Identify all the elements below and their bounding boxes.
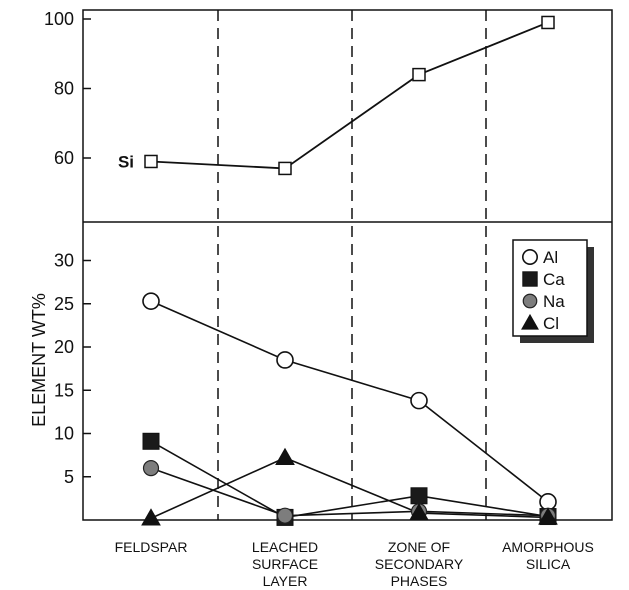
point-Na-2 bbox=[276, 507, 294, 524]
chart-frame bbox=[82, 9, 613, 521]
y-axis-label: ELEMENT WT% bbox=[29, 293, 49, 427]
y-tick-label-upper-80: 80 bbox=[54, 79, 74, 99]
series-line-Ca bbox=[150, 440, 549, 519]
y-tick-label-lower-15: 15 bbox=[54, 380, 74, 400]
legend-marker-Al bbox=[521, 249, 538, 266]
point-Cl-1 bbox=[141, 508, 161, 526]
y-axis: 60 80 100 5 10 15 20 25 30 bbox=[44, 9, 91, 487]
y-tick-label-upper-100: 100 bbox=[44, 9, 74, 29]
legend-marker-Na bbox=[522, 293, 538, 309]
y-tick-label-lower-25: 25 bbox=[54, 294, 74, 314]
point-Si-3 bbox=[412, 67, 426, 82]
point-Na-1 bbox=[142, 460, 160, 477]
point-Al-1 bbox=[142, 292, 160, 310]
series-line-Si bbox=[150, 21, 549, 170]
y-tick-label-upper-60: 60 bbox=[54, 148, 74, 168]
category-label-3: ZONE OF SECONDARY PHASES bbox=[375, 539, 464, 589]
point-Cl-2 bbox=[275, 447, 295, 465]
legend-label-Al: Al bbox=[543, 248, 558, 267]
series-line-Al bbox=[150, 300, 549, 503]
legend-label-Ca: Ca bbox=[543, 270, 565, 289]
legend-label-Na: Na bbox=[543, 292, 565, 311]
point-Si-4 bbox=[541, 15, 555, 30]
plot-border bbox=[82, 9, 613, 521]
point-Cl-4 bbox=[538, 507, 558, 525]
y-tick-label-lower-20: 20 bbox=[54, 337, 74, 357]
y-tick-label-lower-10: 10 bbox=[54, 424, 74, 444]
point-Ca-1 bbox=[142, 432, 160, 450]
point-Al-3 bbox=[410, 391, 428, 410]
y-tick-label-lower-5: 5 bbox=[64, 467, 74, 487]
series-lines bbox=[150, 21, 549, 519]
point-Cl-3 bbox=[409, 503, 429, 521]
y-tick-label-lower-30: 30 bbox=[54, 251, 74, 271]
legend: Al Ca Na Cl bbox=[512, 239, 594, 343]
series-markers: Si bbox=[118, 15, 558, 526]
point-Si-2 bbox=[278, 161, 292, 176]
category-label-1: FELDSPAR bbox=[115, 539, 188, 555]
category-label-2: LEACHED SURFACE LAYER bbox=[252, 539, 318, 589]
legend-marker-Cl bbox=[521, 313, 539, 330]
x-axis-labels: FELDSPAR LEACHED SURFACE LAYER ZONE OF SECOND… bbox=[115, 539, 594, 589]
category-dividers bbox=[217, 10, 487, 520]
legend-label-Cl: Cl bbox=[543, 314, 559, 333]
point-Al-2 bbox=[276, 351, 294, 369]
series-label-Si: Si bbox=[118, 152, 134, 171]
point-Ca-3 bbox=[410, 487, 428, 505]
category-label-4: AMORPHOUS SILICA bbox=[502, 539, 594, 572]
legend-marker-Ca bbox=[522, 271, 538, 287]
series-line-Na bbox=[150, 467, 549, 517]
point-Si-1 bbox=[144, 154, 158, 169]
series-line-Cl bbox=[150, 456, 549, 519]
